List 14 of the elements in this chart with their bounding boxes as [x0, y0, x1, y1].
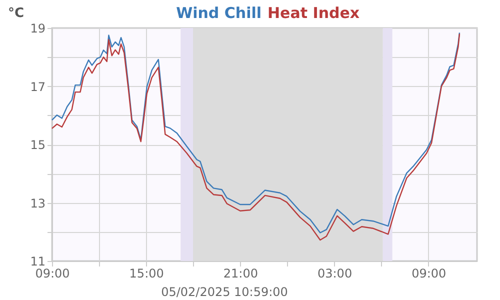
text: Wind Chill	[176, 4, 262, 22]
y-tick-label: 13	[30, 196, 46, 210]
y-tick-label: 19	[30, 22, 46, 36]
x-tick-label: 09:00	[35, 266, 70, 280]
x-tick-label: 09:00	[412, 266, 446, 280]
text: Heat Index	[268, 4, 360, 22]
x-tick-label: 03:00	[317, 266, 352, 280]
y-axis-title: °C	[8, 6, 24, 21]
y-tick-label: 17	[30, 80, 46, 94]
y-tick-label: 15	[30, 138, 46, 152]
x-tick-label: 21:00	[223, 266, 258, 280]
text: 05/02/2025 10:59:00	[161, 285, 288, 299]
y-tick-label: 11	[30, 254, 46, 268]
x-tick-label: 15:00	[129, 266, 164, 280]
